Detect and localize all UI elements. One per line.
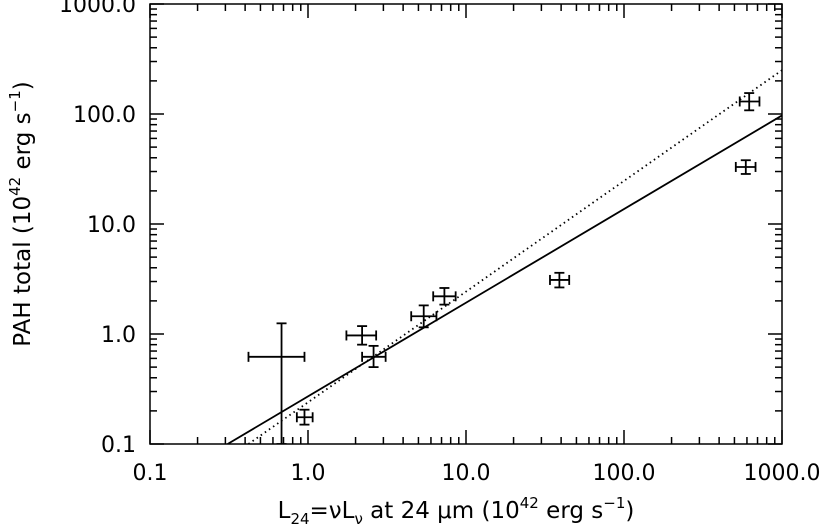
x-tick-label: 10.0 bbox=[442, 461, 491, 486]
data-point-9 bbox=[738, 92, 761, 112]
solid-fit-line bbox=[227, 114, 782, 444]
x-tick-label: 1000.0 bbox=[744, 461, 821, 486]
data-point-4 bbox=[361, 344, 387, 369]
y-axis-label: PAH total (1042 erg s−1) bbox=[6, 81, 36, 347]
data-point-7 bbox=[549, 271, 571, 289]
x-tick-label: 100.0 bbox=[593, 461, 656, 486]
y-tick-label: 10.0 bbox=[87, 213, 136, 238]
tick-labels: 0.1 1.0 10.0 100.0 1000.0 0.1 1.0 10.0 100.0 1000… bbox=[59, 0, 820, 486]
x-axis-label: L24=νLν at 24 μm (1042 erg s−1) bbox=[278, 494, 635, 527]
dotted-fit-line bbox=[247, 69, 782, 444]
y-tick-label: 1.0 bbox=[101, 323, 136, 348]
plot-marks bbox=[227, 69, 782, 444]
x-tick-label: 1.0 bbox=[291, 461, 326, 486]
data-point-1 bbox=[247, 322, 306, 444]
data-point-2 bbox=[295, 408, 314, 426]
data-point-8 bbox=[734, 159, 757, 175]
axis-ticks bbox=[149, 3, 783, 445]
data-point-6 bbox=[432, 287, 457, 306]
y-tick-label: 100.0 bbox=[73, 103, 136, 128]
y-tick-label: 1000.0 bbox=[59, 0, 136, 18]
y-tick-label: 0.1 bbox=[101, 433, 136, 458]
data-point-3 bbox=[345, 325, 378, 346]
x-tick-label: 0.1 bbox=[133, 461, 168, 486]
plot-frame bbox=[149, 3, 783, 445]
data-point-5 bbox=[410, 304, 438, 329]
